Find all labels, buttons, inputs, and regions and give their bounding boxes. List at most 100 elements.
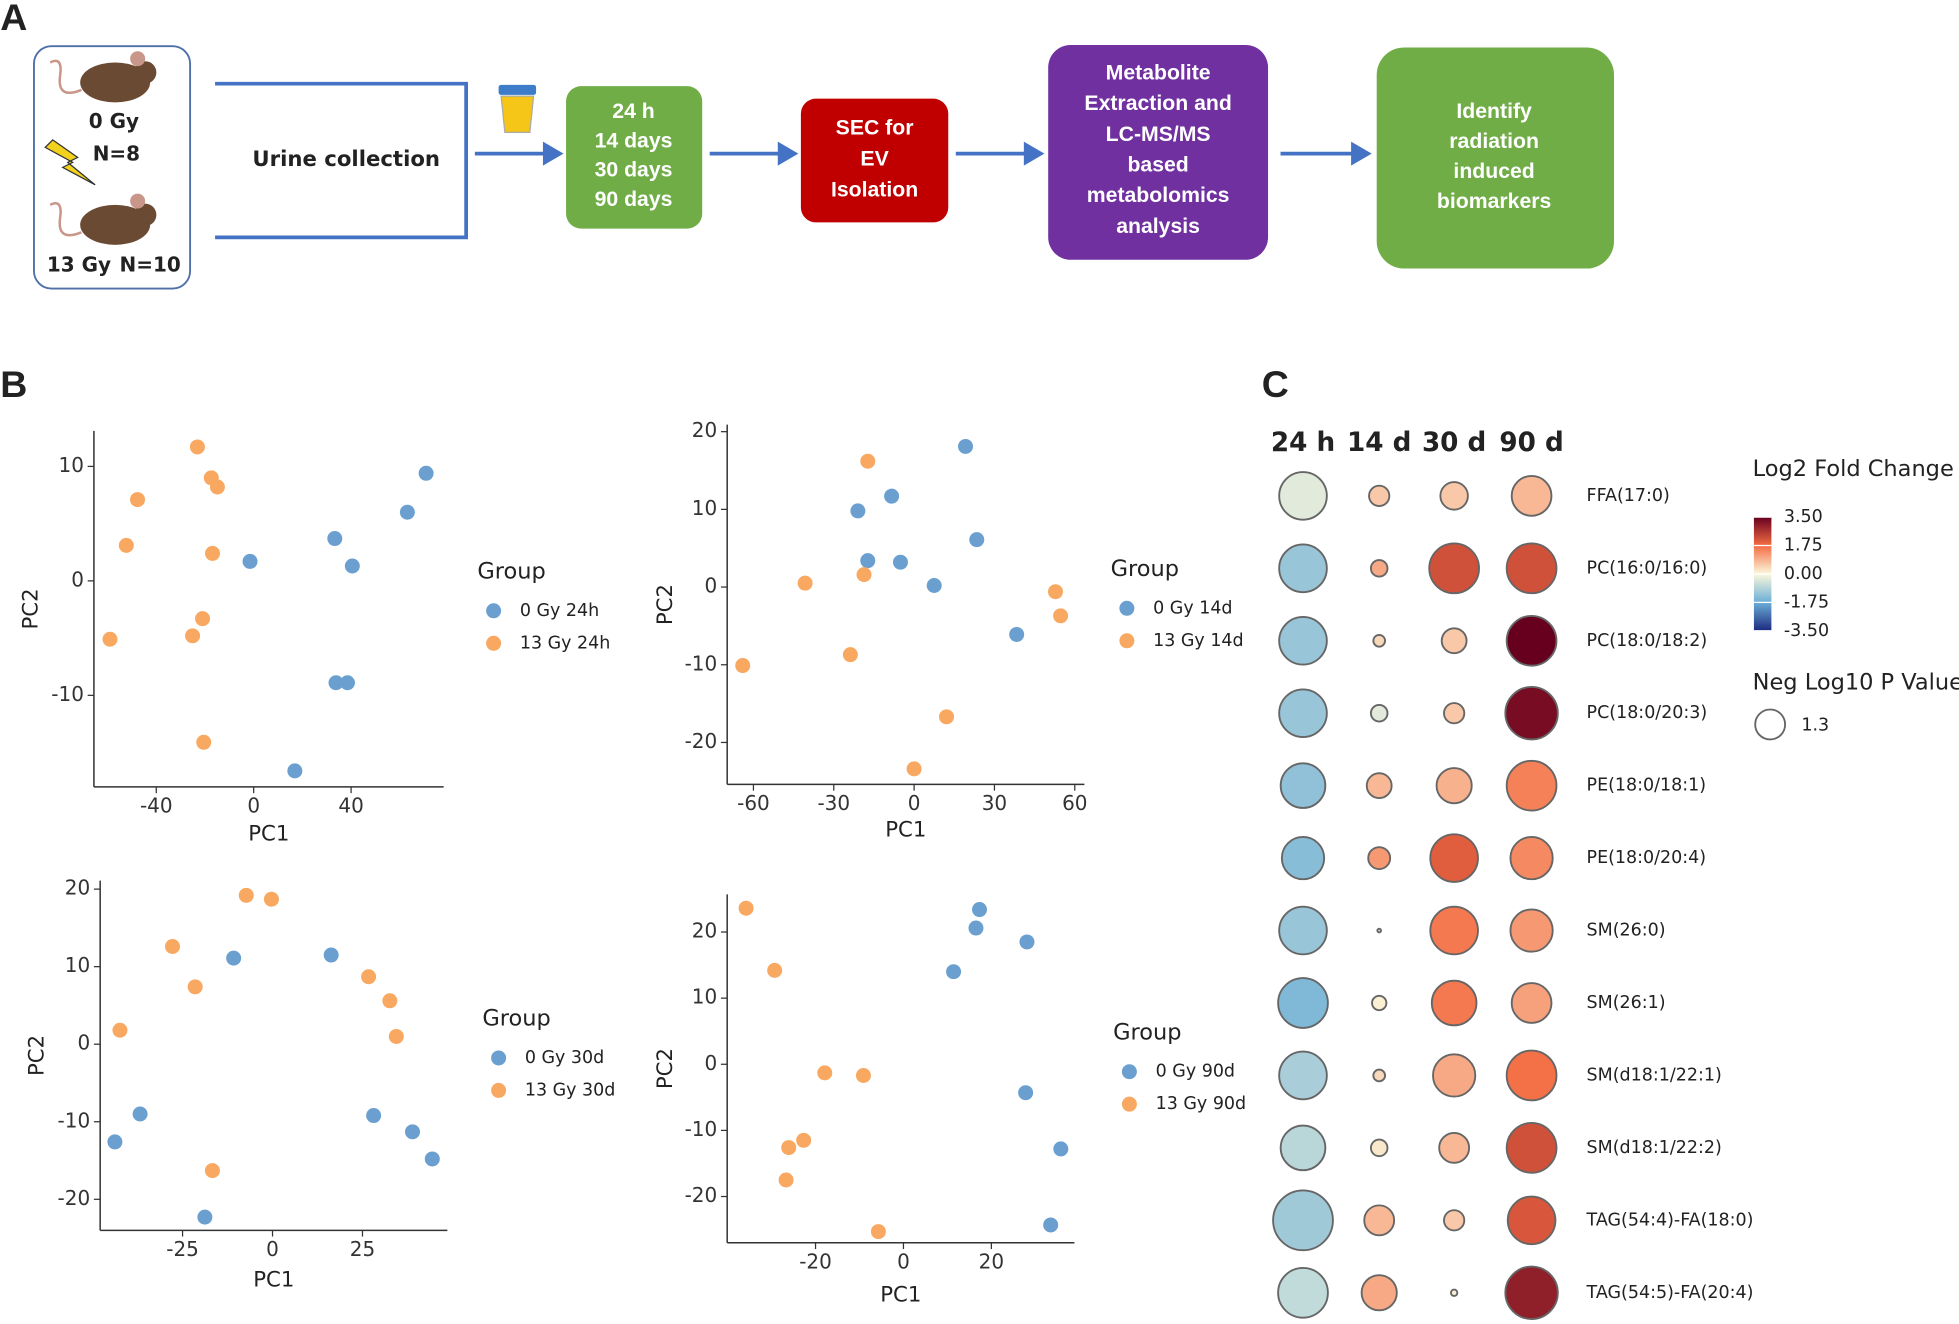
x-tick-label: -40 <box>140 793 173 817</box>
bubble <box>1278 616 1328 666</box>
step-label: Metabolite <box>1106 61 1211 84</box>
point <box>958 438 974 454</box>
timepoint-box <box>566 86 703 229</box>
bubble <box>1278 1050 1328 1101</box>
bubble <box>1505 759 1558 812</box>
point <box>1009 626 1025 642</box>
x-tick-label: 0 <box>247 793 260 817</box>
point <box>856 567 872 583</box>
row-label: PE(18:0/18:1) <box>1587 776 1707 796</box>
bubble <box>1439 481 1469 511</box>
legend-swatch <box>1121 1096 1137 1112</box>
bubble <box>1505 1122 1558 1174</box>
legend-swatch <box>491 1050 507 1066</box>
point <box>339 675 355 691</box>
point <box>1018 1085 1034 1101</box>
point <box>971 902 987 918</box>
row-label: TAG(54:4)-FA(18:0) <box>1586 1210 1754 1230</box>
step-label: biomarkers <box>1437 190 1551 213</box>
legend-label: 13 Gy 30d <box>525 1080 616 1100</box>
dose-label: 13 Gy <box>47 253 111 277</box>
point <box>817 1065 833 1081</box>
group-box <box>33 45 192 290</box>
y-tick-label: -20 <box>685 729 718 753</box>
y-tick-label: -20 <box>58 1186 91 1210</box>
point <box>778 1172 794 1188</box>
point <box>767 962 783 978</box>
legend-swatch <box>1119 600 1135 616</box>
bubble <box>1372 1068 1387 1083</box>
size-swatch <box>1754 708 1787 741</box>
point <box>1019 934 1035 950</box>
point <box>870 1224 886 1240</box>
arrows <box>474 141 1372 166</box>
y-axis-label: PC2 <box>25 1035 50 1076</box>
point <box>969 532 985 548</box>
point <box>906 761 922 777</box>
point <box>242 553 258 569</box>
y-tick-label: -20 <box>685 1183 718 1207</box>
point <box>939 709 955 725</box>
x-tick-label: 20 <box>979 1249 1004 1273</box>
point <box>107 1134 123 1150</box>
bubble <box>1376 927 1382 934</box>
size-label: 1.3 <box>1801 716 1829 736</box>
x-axis-label: PC1 <box>885 818 926 843</box>
bubble <box>1510 982 1553 1024</box>
x-tick-label: -25 <box>166 1237 199 1261</box>
panel-label: B <box>0 363 27 405</box>
row-label: TAG(54:5)-FA(20:4) <box>1586 1283 1754 1303</box>
bubble <box>1443 1209 1466 1232</box>
legend-label: 0 Gy 14d <box>1153 598 1232 618</box>
legend-label: 0 Gy 24h <box>520 601 599 621</box>
y-tick-label: 10 <box>59 453 84 477</box>
column-header: 24 h <box>1271 428 1335 458</box>
bubble <box>1505 614 1558 667</box>
x-tick-label: -60 <box>737 791 770 815</box>
point <box>366 1108 382 1124</box>
bubble <box>1360 1274 1398 1312</box>
point <box>164 939 180 954</box>
y-tick-label: 10 <box>692 496 717 520</box>
y-tick-label: 0 <box>77 1031 90 1055</box>
panel-label: A <box>0 0 27 38</box>
bubble <box>1278 905 1328 956</box>
point <box>884 488 900 504</box>
bubble <box>1277 1266 1329 1319</box>
point <box>842 647 858 663</box>
point <box>195 611 211 627</box>
bubble <box>1280 836 1326 881</box>
bubble <box>1435 767 1473 805</box>
isolation-box <box>800 98 949 223</box>
point <box>946 964 962 980</box>
legend-label: 0 Gy 30d <box>525 1048 604 1068</box>
point <box>204 1163 220 1179</box>
legend-label: 13 Gy 90d <box>1156 1094 1247 1114</box>
bubble <box>1428 542 1480 595</box>
colorbar-label: 3.50 <box>1784 507 1823 527</box>
colorbar-label: 0.00 <box>1784 564 1823 584</box>
bubble <box>1505 1049 1558 1102</box>
row-label: SM(d18:1/22:2) <box>1587 1138 1722 1158</box>
y-tick-label: 0 <box>704 1051 717 1075</box>
point <box>112 1022 128 1038</box>
x-tick-label: -20 <box>799 1249 832 1273</box>
legend-title: Group <box>1111 556 1179 582</box>
y-tick-label: 20 <box>692 919 717 943</box>
x-axis-label: PC1 <box>880 1282 921 1307</box>
point <box>102 631 118 647</box>
bubble <box>1430 979 1478 1027</box>
y-tick-label: 20 <box>65 876 90 900</box>
bubble <box>1369 703 1389 723</box>
x-tick-label: 30 <box>982 791 1007 815</box>
point <box>735 658 751 674</box>
point <box>1053 608 1069 624</box>
point <box>850 503 866 519</box>
y-tick-label: 10 <box>692 985 717 1009</box>
bubble <box>1505 542 1558 595</box>
point <box>323 947 339 963</box>
bubble <box>1278 688 1328 738</box>
bubble <box>1372 633 1387 648</box>
y-axis-label: PC2 <box>653 1048 678 1089</box>
